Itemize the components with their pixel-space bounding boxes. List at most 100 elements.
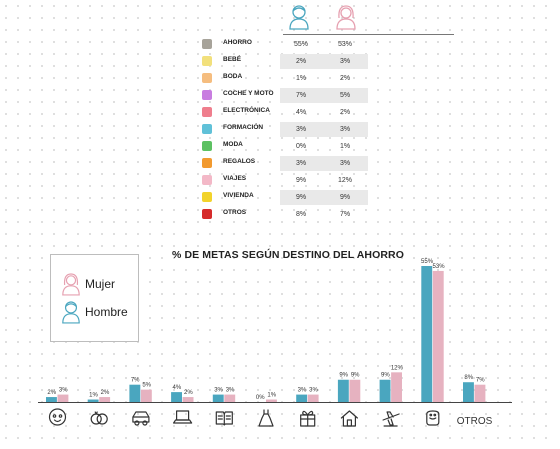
plane-icon <box>382 411 400 427</box>
mujer-value: 2% <box>339 75 351 82</box>
data-label-mujer: 1% <box>267 393 276 399</box>
woman-icon <box>62 273 80 296</box>
table-body: AHORRO 55% 53% BEBÉ 2% 3% BODA 1% 2% COCHE Y MOTO… <box>198 36 370 223</box>
chart-title: % DE METAS SEGÚN DESTINO DEL AHORRO <box>172 249 404 261</box>
table-row: OTROS 8% 7% <box>198 206 370 223</box>
house-icon <box>340 410 358 427</box>
category-swatch <box>202 39 212 49</box>
data-label-hombre: 3% <box>298 388 307 394</box>
hombre-value: 2% <box>295 58 307 65</box>
bar-hombre <box>379 379 391 402</box>
category-swatch <box>202 124 212 134</box>
bar-mujer <box>99 397 111 402</box>
category-label: MODA <box>223 141 243 148</box>
bar-mujer <box>432 270 444 402</box>
bar-mujer <box>224 394 236 402</box>
baby-icon <box>48 408 67 426</box>
legend-item-hombre: Hombre <box>61 300 137 324</box>
data-label-hombre: 9% <box>339 373 348 379</box>
header-rule <box>283 34 454 35</box>
dress-icon <box>258 409 274 427</box>
category-swatch <box>202 175 212 185</box>
mujer-value: 3% <box>339 58 351 65</box>
hombre-value: 3% <box>295 160 307 167</box>
hombre-value: 4% <box>295 109 307 116</box>
mujer-value: 12% <box>337 177 352 184</box>
bar-hombre <box>212 394 224 402</box>
bar-hombre <box>87 399 99 402</box>
category-swatch <box>202 209 212 219</box>
hombre-value: 3% <box>295 126 307 133</box>
gift-icon <box>300 410 316 427</box>
bar-hombre <box>46 397 57 402</box>
page-edge <box>552 0 560 449</box>
category-label: COCHE Y MOTO <box>223 90 274 97</box>
category-swatch <box>202 56 212 66</box>
table-row: ELECTRÓNICA 4% 2% <box>198 104 370 121</box>
hombre-value: 9% <box>295 194 307 201</box>
legend-label-hombre: Hombre <box>85 305 128 319</box>
hombre-value: 1% <box>295 75 307 82</box>
hombre-value: 8% <box>295 211 307 218</box>
row-shading <box>280 190 368 205</box>
category-swatch <box>202 73 212 83</box>
mujer-value: 9% <box>339 194 351 201</box>
bar-mujer <box>474 384 486 402</box>
table-row: COCHE Y MOTO 7% 5% <box>198 87 370 104</box>
mujer-value: 5% <box>339 92 351 99</box>
data-label-mujer: 5% <box>142 383 151 389</box>
category-label: VIAJES <box>223 175 247 182</box>
man-icon <box>289 5 309 30</box>
category-label: BODA <box>223 73 243 80</box>
bar-hombre <box>296 394 308 402</box>
bar-mujer <box>57 394 69 402</box>
mujer-value: 1% <box>339 143 351 150</box>
category-label: FORMACIÓN <box>223 124 264 131</box>
category-label: OTROS <box>223 209 247 216</box>
row-shading <box>280 54 368 69</box>
data-label-mujer: 3% <box>59 388 68 394</box>
data-label-mujer: 2% <box>101 390 110 396</box>
table-row: BEBÉ 2% 3% <box>198 53 370 70</box>
data-label-mujer: 3% <box>309 388 318 394</box>
legend-label-mujer: Mujer <box>85 277 116 291</box>
car-icon <box>132 411 150 426</box>
bar-mujer <box>391 372 402 402</box>
table-row: BODA 1% 2% <box>198 70 370 87</box>
data-label-mujer: 53% <box>433 264 446 270</box>
legend-item-mujer: Mujer <box>61 272 137 296</box>
bar-mujer <box>182 397 194 402</box>
data-label-hombre: 55% <box>421 259 434 265</box>
category-label: BEBÉ <box>223 56 242 63</box>
data-label-hombre: 9% <box>381 373 390 379</box>
piggy-bank-icon <box>426 410 440 426</box>
bar-mujer <box>140 389 152 402</box>
data-label-hombre: 3% <box>214 388 223 394</box>
mujer-value: 53% <box>337 41 352 48</box>
man-icon <box>62 301 80 324</box>
bar-mujer <box>307 394 319 402</box>
summary-table: AHORRO 55% 53% BEBÉ 2% 3% BODA 1% 2% COCHE Y MOTO… <box>198 0 454 223</box>
data-label-mujer: 3% <box>226 388 235 394</box>
rings-icon <box>90 411 108 425</box>
mujer-value: 3% <box>339 126 351 133</box>
category-swatch <box>202 90 212 100</box>
table-row: AHORRO 55% 53% <box>198 36 370 53</box>
hombre-value: 9% <box>295 177 307 184</box>
category-swatch <box>202 107 212 117</box>
category-swatch <box>202 192 212 202</box>
category-swatch <box>202 158 212 168</box>
data-label-hombre: 1% <box>89 393 98 399</box>
category-label: AHORRO <box>223 39 252 46</box>
chart-legend: Mujer Hombre <box>50 254 139 342</box>
table-row: VIVIENDA 9% 9% <box>198 189 370 206</box>
bar-mujer <box>349 379 361 402</box>
woman-icon <box>336 5 356 30</box>
table-row: MODA 0% 1% <box>198 138 370 155</box>
row-shading <box>280 122 368 137</box>
table-row: FORMACIÓN 3% 3% <box>198 121 370 138</box>
mujer-value: 3% <box>339 160 351 167</box>
table-row: VIAJES 9% 12% <box>198 172 370 189</box>
category-label: VIVIENDA <box>223 192 254 199</box>
